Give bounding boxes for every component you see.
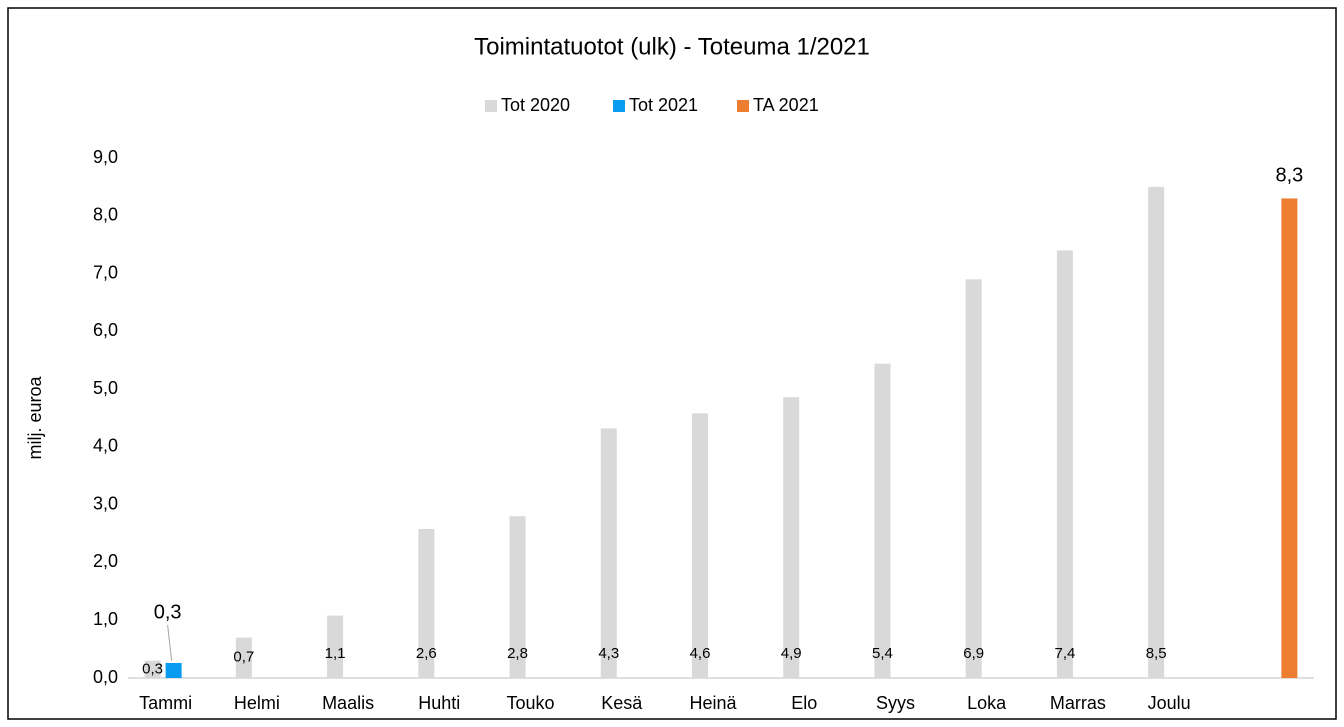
legend-label: Tot 2021 [629,95,698,115]
x-tick-label: Syys [876,693,915,713]
data-label: 5,4 [872,645,893,662]
x-tick-label: Maalis [322,693,374,713]
x-tick-label: Marras [1050,693,1106,713]
y-axis-title: milj. euroa [25,375,45,459]
x-tick-label: Tammi [139,693,192,713]
data-label: 6,9 [963,645,984,662]
chart-border [7,7,1337,720]
bar [418,528,435,678]
y-tick-label: 4,0 [93,436,118,456]
data-label: 4,9 [781,645,802,662]
bar [235,637,252,678]
y-tick-label: 0,0 [93,667,118,687]
bar [327,615,344,678]
chart-title: Toimintatuotot (ulk) - Toteuma 1/2021 [474,33,870,60]
leader-line [167,624,173,662]
data-label: 8,5 [1146,645,1167,662]
bar [509,516,526,678]
y-tick-label: 8,0 [93,205,118,225]
legend-swatch [485,100,497,112]
x-tick-label: Huhti [418,693,460,713]
legend-label: Tot 2020 [501,95,570,115]
bar [144,660,161,678]
bar [600,428,617,678]
bar [692,413,708,678]
x-tick-label: Helmi [234,693,280,713]
bar [1281,198,1298,678]
y-tick-label: 1,0 [93,609,118,629]
data-label: 0,3 [142,660,163,677]
y-tick-label: 7,0 [93,262,118,282]
x-tick-label: Heinä [689,693,737,713]
data-label: 1,1 [325,645,346,662]
data-label: 2,8 [507,645,528,662]
bar [874,363,891,678]
data-label: 7,4 [1054,645,1075,662]
x-tick-label: Touko [507,693,555,713]
data-label: 2,6 [416,645,437,662]
data-label: 0,7 [233,649,254,666]
data-label: 4,6 [690,645,711,662]
y-tick-label: 3,0 [93,493,118,513]
y-tick-label: 6,0 [93,320,118,340]
bar [1148,186,1165,678]
bar [165,662,182,678]
x-tick-label: Joulu [1148,693,1191,713]
data-label: 0,3 [154,601,182,623]
data-label: 4,3 [598,645,619,662]
bar [965,279,982,678]
legend-label: TA 2021 [753,95,819,115]
x-tick-label: Kesä [601,693,643,713]
bar [1056,250,1073,678]
legend-swatch [613,100,625,112]
bar [783,397,800,678]
x-tick-label: Loka [967,693,1007,713]
y-tick-label: 2,0 [93,551,118,571]
data-label: 8,3 [1275,165,1303,187]
x-tick-label: Elo [791,693,817,713]
legend-swatch [737,100,749,112]
y-tick-label: 5,0 [93,378,118,398]
y-tick-label: 9,0 [93,147,118,167]
